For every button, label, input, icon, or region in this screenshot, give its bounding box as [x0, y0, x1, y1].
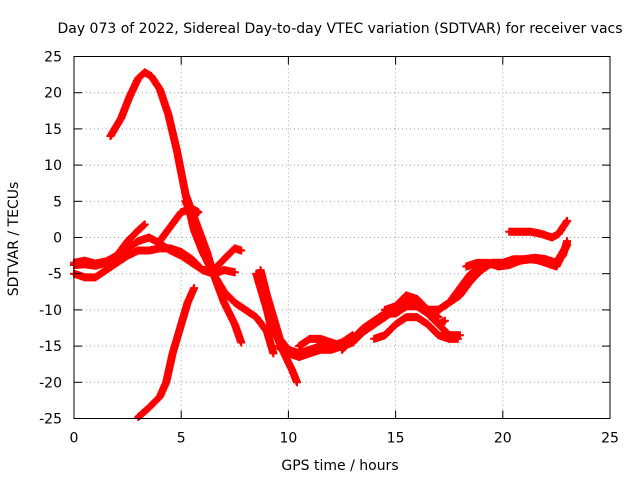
- y-tick-label: -10: [39, 303, 62, 319]
- y-tick-label: -20: [39, 375, 62, 391]
- data-point: [190, 284, 199, 293]
- axis-ticks: 0 5 10 15 20 25 -25 -20 -15 -10 -5 0 5 10 15 20 25: [39, 50, 619, 447]
- y-tick-label: 0: [53, 231, 62, 247]
- x-tick-label: 20: [494, 431, 512, 447]
- data-point: [140, 220, 149, 229]
- data-point: [440, 316, 449, 325]
- y-tick-label: 5: [53, 194, 62, 210]
- y-tick-label: 15: [44, 122, 62, 138]
- y-tick-label: -25: [39, 412, 62, 428]
- y-tick-label: -15: [39, 339, 62, 355]
- x-tick-label: 25: [601, 431, 619, 447]
- series-arc-6: [181, 190, 246, 347]
- y-tick-label: 25: [44, 50, 62, 66]
- data-point: [237, 338, 246, 347]
- series-arc-18: [505, 216, 572, 242]
- series-arc-17: [462, 237, 572, 271]
- x-tick-label: 5: [177, 431, 186, 447]
- y-tick-label: 10: [44, 158, 62, 174]
- data-point: [269, 349, 278, 358]
- data-point: [292, 378, 301, 387]
- y-tick-label: 20: [44, 86, 62, 102]
- series-arc-7: [134, 284, 199, 422]
- data-point: [453, 334, 462, 343]
- x-tick-label: 0: [70, 431, 79, 447]
- data-point: [230, 268, 239, 277]
- data-point: [563, 216, 572, 225]
- series-arc-16: [413, 240, 572, 314]
- data-marks: [70, 68, 572, 422]
- series-arc-15: [359, 240, 572, 336]
- y-tick-label: -5: [48, 267, 62, 283]
- x-tick-label: 10: [279, 431, 297, 447]
- series-arc-14: [370, 313, 462, 343]
- x-tick-label: 15: [387, 431, 405, 447]
- data-point: [563, 237, 572, 246]
- y-axis-label: SDTVAR / TECUs: [6, 182, 22, 297]
- series-arc-3: [70, 244, 246, 282]
- data-point: [237, 246, 246, 255]
- chart-title: Day 073 of 2022, Sidereal Day-to-day VTE…: [57, 21, 622, 37]
- x-axis-label: GPS time / hours: [281, 458, 398, 474]
